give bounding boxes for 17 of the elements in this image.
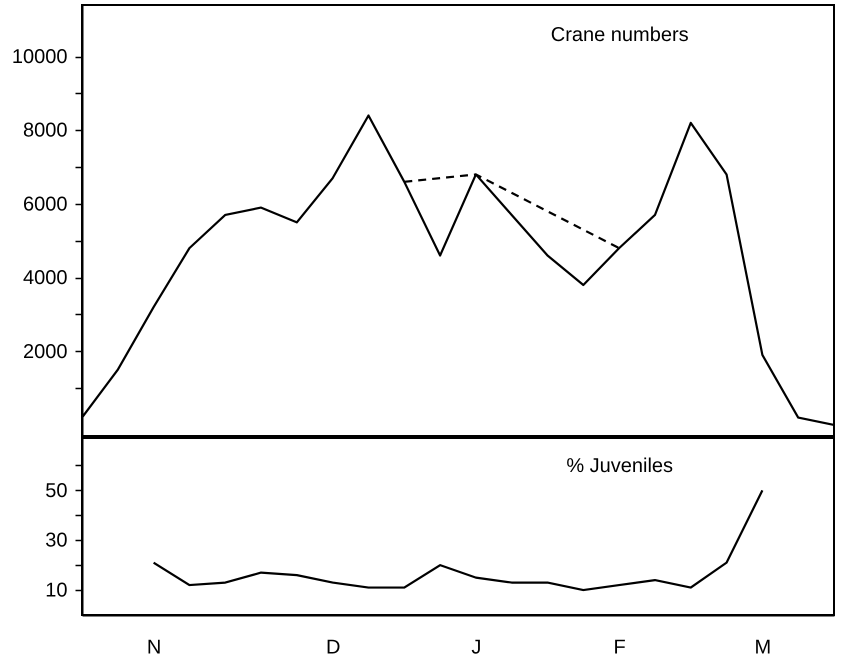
annotation: Crane numbers xyxy=(550,24,689,46)
annotation: % Juveniles xyxy=(566,455,674,477)
y-tick-label: 10 xyxy=(45,580,68,602)
y-tick-label: 30 xyxy=(45,530,68,552)
x-tick-label: D xyxy=(326,636,340,658)
y-tick-label: 4000 xyxy=(23,267,68,290)
x-tick-label: N xyxy=(146,636,162,658)
y-tick-label: 50 xyxy=(45,480,68,502)
y-tick-label: 2000 xyxy=(23,340,68,363)
x-tick-label: J xyxy=(471,636,482,658)
y-tick-label: 10000 xyxy=(12,46,68,68)
line-series xyxy=(152,489,764,592)
line-series xyxy=(403,173,620,250)
y-tick-label: 6000 xyxy=(23,193,68,216)
x-tick-label: M xyxy=(754,636,772,658)
x-tick-label: F xyxy=(614,636,626,658)
y-tick-label: 8000 xyxy=(23,120,68,142)
